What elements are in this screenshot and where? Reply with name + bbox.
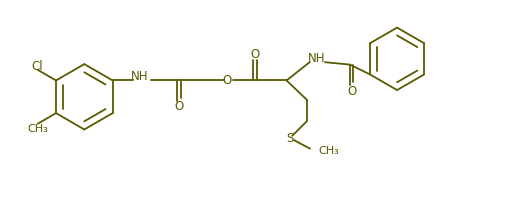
Text: O: O	[222, 74, 232, 87]
Text: CH₃: CH₃	[27, 124, 47, 134]
Text: O: O	[347, 84, 357, 98]
Text: Cl: Cl	[31, 59, 43, 73]
Text: NH: NH	[131, 70, 148, 83]
Text: O: O	[250, 48, 260, 61]
Text: CH₃: CH₃	[319, 146, 339, 156]
Text: O: O	[175, 100, 184, 113]
Text: S: S	[286, 132, 293, 145]
Text: NH: NH	[308, 52, 325, 65]
